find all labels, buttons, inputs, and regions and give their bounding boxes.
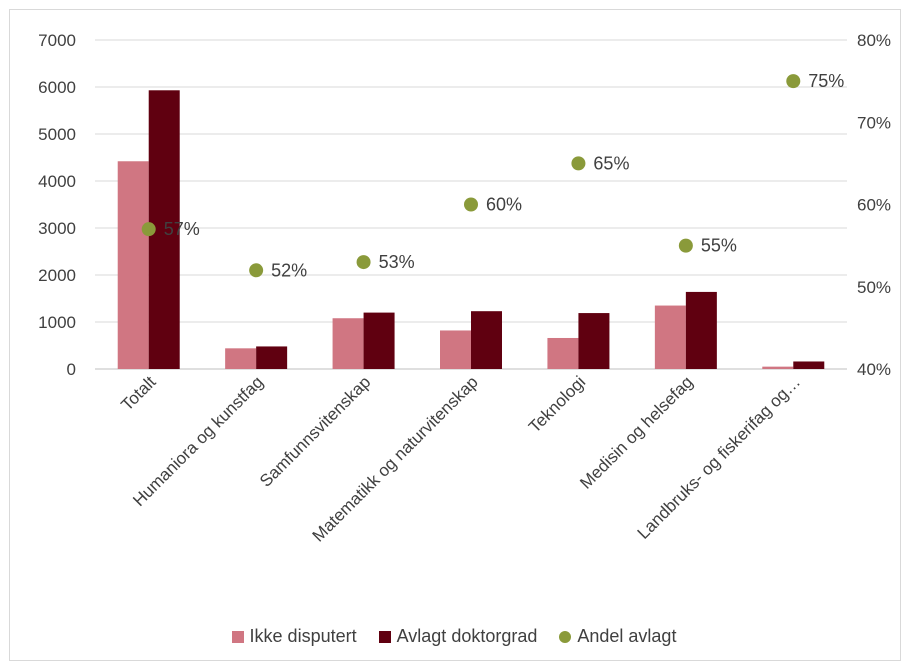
x-tick-label: Medisin og helsefag (576, 372, 696, 492)
bar-ikke-disputert (440, 330, 471, 369)
y-tick-label: 2000 (38, 266, 76, 285)
point-andel-avlagt (249, 263, 264, 278)
y-tick-label: 1000 (38, 313, 76, 332)
legend: Ikke disputert Avlagt doktorgrad Andel a… (0, 626, 908, 647)
bars (117, 90, 825, 369)
y-tick-label: 0 (67, 360, 76, 379)
data-label-andel-avlagt: 53% (379, 252, 415, 272)
legend-swatch (378, 630, 391, 643)
bar-avlagt-doktorgrad (256, 346, 288, 369)
bar-avlagt-doktorgrad (685, 291, 717, 369)
y-tick-label: 7000 (38, 31, 76, 50)
chart: 0 1000 2000 3000 4000 5000 6000 7000 40% 50% 60% 7… (38, 31, 891, 546)
bar-ikke-disputert (654, 305, 686, 369)
y2-tick-label: 40% (857, 360, 891, 379)
bar-avlagt-doktorgrad (471, 311, 502, 369)
y2-tick-label: 60% (857, 196, 891, 215)
legend-label: Ikke disputert (249, 626, 357, 646)
y2-tick-label: 50% (857, 278, 891, 297)
x-tick-label: Teknologi (525, 372, 589, 436)
point-andel-avlagt (141, 222, 156, 237)
point-andel-avlagt (571, 156, 586, 171)
y2-tick-label: 70% (857, 113, 891, 132)
data-label-andel-avlagt: 60% (486, 195, 522, 215)
bar-ikke-disputert (762, 366, 794, 369)
bar-ikke-disputert (547, 337, 579, 369)
y-tick-label: 3000 (38, 219, 76, 238)
y-tick-label: 6000 (38, 78, 76, 97)
bar-ikke-disputert (225, 348, 257, 369)
data-label-andel-avlagt: 75% (808, 71, 844, 91)
gridlines (95, 39, 847, 370)
point-andel-avlagt (678, 238, 693, 253)
legend-label: Avlagt doktorgrad (396, 626, 538, 646)
x-tick-label: Samfunnsvitenskap (256, 372, 374, 490)
legend-item-avlagt-doktorgrad: Avlagt doktorgrad (378, 626, 538, 647)
bar-avlagt-doktorgrad (793, 361, 825, 369)
y-tick-label: 5000 (38, 125, 76, 144)
x-tick-label: Totalt (117, 372, 159, 414)
y2-tick-label: 80% (857, 31, 891, 50)
point-andel-avlagt (464, 197, 478, 212)
data-label-andel-avlagt: 52% (271, 260, 307, 280)
legend-label: Andel avlagt (577, 626, 677, 646)
legend-swatch (559, 630, 572, 643)
bar-avlagt-doktorgrad (578, 313, 610, 369)
legend-swatch (231, 630, 244, 643)
point-andel-avlagt (356, 255, 371, 270)
data-label-andel-avlagt: 57% (164, 219, 200, 239)
y2-axis-ticks: 40% 50% 60% 70% 80% (857, 31, 891, 379)
bar-ikke-disputert (117, 161, 149, 369)
legend-item-andel-avlagt: Andel avlagt (559, 626, 676, 647)
points: 57% 52% 53% 60% 65% 55% 75% (141, 71, 844, 280)
bar-avlagt-doktorgrad (363, 312, 395, 369)
legend-item-ikke-disputert: Ikke disputert (231, 626, 357, 647)
point-andel-avlagt (786, 74, 801, 89)
y-tick-label: 4000 (38, 172, 76, 191)
bar-ikke-disputert (332, 318, 364, 369)
data-label-andel-avlagt: 55% (701, 236, 737, 256)
y-axis-ticks: 0 1000 2000 3000 4000 5000 6000 7000 (38, 31, 76, 379)
data-label-andel-avlagt: 65% (593, 153, 629, 173)
